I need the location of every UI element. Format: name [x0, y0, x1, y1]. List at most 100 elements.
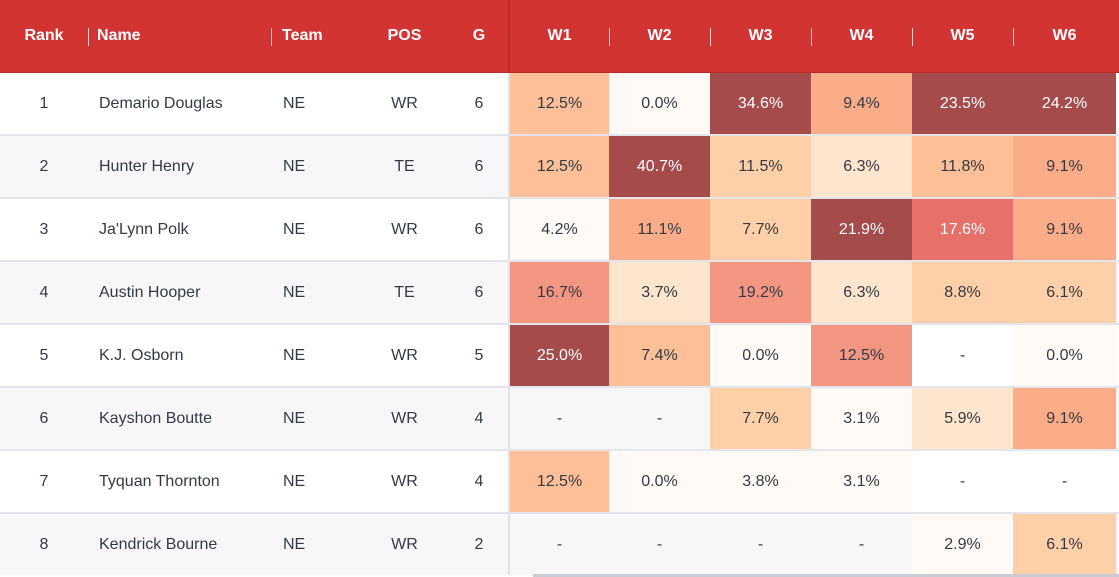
cell-team: NE — [283, 472, 306, 490]
column-header-w5[interactable]: W5 — [912, 0, 1013, 72]
table-row[interactable]: 5 K.J. Osborn NE WR 5 25.0% 7.4% 0.0% 12.5% -0.0% — [0, 325, 1119, 388]
column-header-rank[interactable]: Rank — [24, 27, 64, 44]
column-header-team[interactable]: Team — [271, 0, 359, 72]
cell-w1: 25.0% — [508, 325, 609, 386]
cell-name: Demario Douglas — [99, 94, 223, 112]
cell-w5: 5.9% — [912, 388, 1013, 449]
cell-name: K.J. Osborn — [99, 346, 184, 364]
table-row[interactable]: 3 Ja'Lynn Polk NE WR 6 4.2% 11.1% 7.7% 21.9% 17.6… — [0, 199, 1119, 262]
cell-rank: 6 — [39, 409, 49, 427]
cell-rank: 8 — [39, 535, 49, 553]
cell-w6: - — [1061, 472, 1068, 490]
cell-games: 5 — [474, 346, 484, 364]
table-body: 1 Demario Douglas NE WR 6 12.5% 0.0% 34.6% 9.4% 2… — [0, 73, 1119, 575]
cell-games: 6 — [474, 157, 484, 175]
cell-name: Kayshon Boutte — [99, 409, 212, 427]
table-row[interactable]: 2 Hunter Henry NE TE 6 12.5% 40.7% 11.5% 6.3% 11.… — [0, 136, 1119, 199]
cell-w6: 6.1% — [1013, 262, 1116, 323]
cell-w5: - — [959, 346, 966, 364]
table-row[interactable]: 4 Austin Hooper NE TE 6 16.7% 3.7% 19.2% 6.3% 8.8… — [0, 262, 1119, 325]
column-header-w3[interactable]: W3 — [710, 0, 811, 72]
cell-w1: 12.5% — [508, 136, 609, 197]
cell-rank: 5 — [39, 346, 49, 364]
cell-w4: 3.1% — [811, 388, 912, 449]
cell-pos: TE — [394, 283, 415, 301]
table-row[interactable]: 6 Kayshon Boutte NE WR 4 - - 7.7% 3.1% 5.9% 9.1% — [0, 388, 1119, 451]
cell-w2: 0.0% — [609, 451, 710, 512]
cell-w4: 3.1% — [811, 451, 912, 512]
cell-pos: WR — [391, 346, 418, 364]
column-header-g[interactable]: G — [472, 27, 486, 44]
cell-pos: WR — [391, 409, 418, 427]
cell-pos: TE — [394, 157, 415, 175]
cell-pos: WR — [391, 535, 418, 553]
cell-team: NE — [283, 346, 306, 364]
cell-w3: 0.0% — [710, 325, 811, 386]
table-row[interactable]: 7 Tyquan Thornton NE WR 4 12.5% 0.0% 3.8% 3.1% - - — [0, 451, 1119, 514]
cell-w5: 17.6% — [912, 199, 1013, 260]
column-header-w6[interactable]: W6 — [1013, 0, 1116, 72]
cell-w6: 9.1% — [1013, 199, 1116, 260]
cell-w6: 24.2% — [1013, 73, 1116, 134]
cell-w1: 4.2% — [508, 199, 609, 260]
horizontal-scrollbar[interactable] — [533, 574, 1119, 577]
column-header-w1[interactable]: W1 — [508, 0, 609, 72]
cell-w5: 23.5% — [912, 73, 1013, 134]
cell-name: Kendrick Bourne — [99, 535, 218, 553]
cell-team: NE — [283, 157, 306, 175]
cell-name: Hunter Henry — [99, 157, 195, 175]
cell-team: NE — [283, 535, 306, 553]
cell-w2: 7.4% — [609, 325, 710, 386]
column-header-name[interactable]: Name — [88, 0, 271, 72]
cell-w3: 11.5% — [710, 136, 811, 197]
cell-pos: WR — [391, 94, 418, 112]
cell-name: Tyquan Thornton — [99, 472, 220, 490]
cell-games: 2 — [474, 535, 484, 553]
table-row[interactable]: 1 Demario Douglas NE WR 6 12.5% 0.0% 34.6% 9.4% 2… — [0, 73, 1119, 136]
cell-games: 6 — [474, 283, 484, 301]
cell-w1: 12.5% — [508, 73, 609, 134]
cell-games: 6 — [474, 220, 484, 238]
cell-w4: - — [858, 535, 865, 553]
cell-w2: 3.7% — [609, 262, 710, 323]
cell-w4: 9.4% — [811, 73, 912, 134]
cell-w6: 9.1% — [1013, 388, 1116, 449]
cell-rank: 3 — [39, 220, 49, 238]
column-header-w4[interactable]: W4 — [811, 0, 912, 72]
cell-w2: 0.0% — [609, 73, 710, 134]
cell-name: Ja'Lynn Polk — [99, 220, 189, 238]
cell-w6: 9.1% — [1013, 136, 1116, 197]
cell-w1: - — [508, 514, 609, 575]
column-header-w2[interactable]: W2 — [609, 0, 710, 72]
cell-w3: 7.7% — [710, 199, 811, 260]
cell-w4: 6.3% — [811, 136, 912, 197]
cell-w5: 8.8% — [912, 262, 1013, 323]
cell-w2: - — [656, 535, 663, 553]
cell-games: 4 — [474, 409, 484, 427]
cell-games: 6 — [474, 94, 484, 112]
cell-w2: 11.1% — [609, 199, 710, 260]
cell-w4: 6.3% — [811, 262, 912, 323]
cell-pos: WR — [391, 472, 418, 490]
cell-pos: WR — [391, 220, 418, 238]
cell-w5: 2.9% — [912, 514, 1013, 575]
table-row[interactable]: 8 Kendrick Bourne NE WR 2 - - - - 2.9% 6.1% — [0, 514, 1119, 575]
cell-rank: 1 — [39, 94, 49, 112]
cell-name: Austin Hooper — [99, 283, 201, 301]
cell-rank: 4 — [39, 283, 49, 301]
cell-w3: 34.6% — [710, 73, 811, 134]
cell-w3: 7.7% — [710, 388, 811, 449]
cell-team: NE — [283, 409, 306, 427]
cell-w2: - — [656, 409, 663, 427]
column-header-pos[interactable]: POS — [387, 27, 422, 44]
cell-w4: 21.9% — [811, 199, 912, 260]
cell-rank: 7 — [39, 472, 49, 490]
cell-w1: 16.7% — [508, 262, 609, 323]
cell-w1: - — [508, 388, 609, 449]
table-header: Rank Name Team POS G W1 W2 W3 W4 W5 W6 — [0, 0, 1119, 73]
cell-w5: - — [959, 472, 966, 490]
cell-w3: 19.2% — [710, 262, 811, 323]
cell-games: 4 — [474, 472, 484, 490]
cell-w5: 11.8% — [912, 136, 1013, 197]
